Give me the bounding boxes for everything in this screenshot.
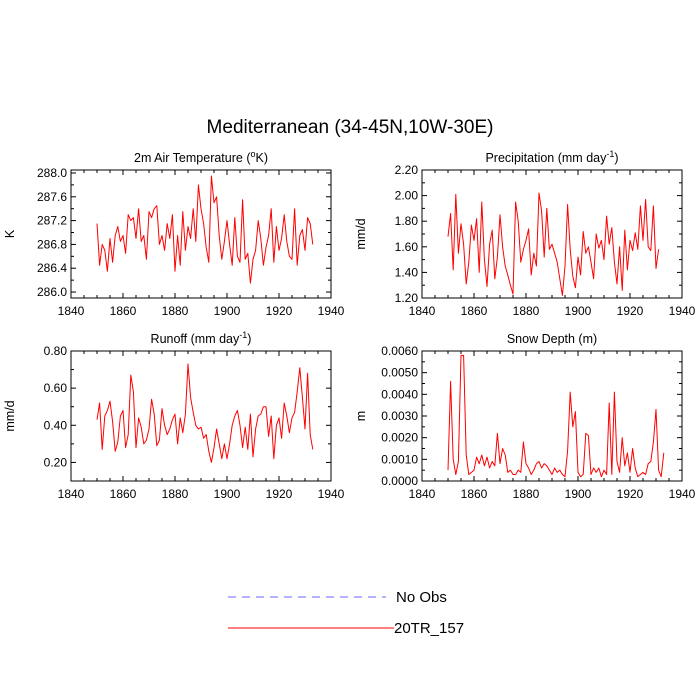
- y-tick-label: 286.4: [37, 261, 67, 275]
- x-tick-label: 1940: [669, 304, 696, 318]
- y-tick-label: 2.00: [395, 189, 419, 203]
- plot-frame: [70, 350, 332, 482]
- series-line-precipitation: [447, 192, 660, 296]
- x-tick-label: 1920: [617, 304, 644, 318]
- panel-runoff: 1840 1860 1880 1900 1920 1940 0.20 0.40 0.60 0.80…: [3, 330, 345, 501]
- y-axis-label: mm/d: [354, 218, 368, 249]
- y-tick-label: 1.40: [395, 265, 419, 279]
- panels: 1840 1860 1880 1900 1920 1940 286.0 286.4 286.8 2…: [3, 149, 696, 501]
- x-tick-label: 1900: [214, 487, 241, 501]
- x-tick-label: 1880: [513, 304, 540, 318]
- y-tick-label: 0.0040: [381, 387, 418, 401]
- y-tick-label: 2.20: [395, 163, 419, 177]
- panel-snow-depth: 1840 1860 1880 1900 1920 1940 0.0000 0.0010 0.00…: [354, 332, 696, 501]
- panel-title: Snow Depth (m): [507, 332, 597, 346]
- plot-frame: [70, 169, 332, 299]
- y-tick-label: 0.0020: [381, 431, 418, 445]
- y-tick-label: 1.60: [395, 240, 419, 254]
- y-tick-label: 286.0: [37, 285, 67, 299]
- x-tick-label: 1860: [110, 487, 137, 501]
- y-tick-label: 0.40: [44, 418, 68, 432]
- y-tick-label: 1.80: [395, 214, 419, 228]
- x-tick-label: 1920: [617, 487, 644, 501]
- x-tick-label: 1900: [565, 304, 592, 318]
- y-tick-label: 1.20: [395, 291, 419, 305]
- y-tick-label: 0.60: [44, 381, 68, 395]
- y-tick-label: 0.80: [44, 344, 68, 358]
- legend-model-label: 20TR_157: [394, 620, 464, 637]
- panel-title: Runoff (mm day-1): [151, 330, 252, 346]
- y-tick-label: 286.8: [37, 237, 67, 251]
- legend-no-obs-label: No Obs: [396, 589, 447, 606]
- x-tick-label: 1880: [513, 487, 540, 501]
- series-line-temperature: [96, 175, 314, 284]
- series-line-runoff: [96, 363, 314, 463]
- y-tick-label: 0.0030: [381, 409, 418, 423]
- panel-title: Precipitation (mm day-1): [485, 149, 618, 165]
- y-tick-label: 0.0000: [381, 474, 418, 488]
- x-tick-label: 1840: [409, 487, 436, 501]
- x-tick-label: 1840: [58, 304, 85, 318]
- y-tick-label: 0.0060: [381, 344, 418, 358]
- panel-temperature: 1840 1860 1880 1900 1920 1940 286.0 286.4 286.8 2…: [3, 149, 345, 318]
- figure-title: Mediterranean (34-45N,10W-30E): [207, 117, 494, 138]
- x-tick-label: 1940: [318, 304, 345, 318]
- y-tick-label: 0.0050: [381, 366, 418, 380]
- y-tick-label: 288.0: [37, 166, 67, 180]
- x-tick-label: 1880: [162, 304, 189, 318]
- x-tick-label: 1900: [214, 304, 241, 318]
- x-tick-label: 1840: [409, 304, 436, 318]
- x-tick-label: 1860: [110, 304, 137, 318]
- y-tick-label: 287.6: [37, 190, 67, 204]
- panel-title: 2m Air Temperature (oK): [134, 149, 268, 165]
- y-tick-label: 287.2: [37, 214, 67, 228]
- y-tick-label: 0.20: [44, 455, 68, 469]
- x-tick-label: 1920: [266, 304, 293, 318]
- y-axis-label: m: [354, 411, 368, 421]
- legend: No Obs 20TR_157: [228, 589, 464, 637]
- x-tick-label: 1940: [669, 487, 696, 501]
- x-tick-label: 1920: [266, 487, 293, 501]
- x-tick-label: 1880: [162, 487, 189, 501]
- x-tick-label: 1860: [461, 487, 488, 501]
- y-tick-label: 0.0010: [381, 452, 418, 466]
- series-line-snow-depth: [447, 354, 665, 478]
- y-axis-label: K: [3, 229, 17, 238]
- y-axis-label: mm/d: [3, 400, 17, 431]
- x-tick-label: 1860: [461, 304, 488, 318]
- x-tick-label: 1900: [565, 487, 592, 501]
- panel-precipitation: 1840 1860 1880 1900 1920 1940 1.20 1.40 1.60 1.80…: [354, 149, 696, 318]
- x-tick-label: 1840: [58, 487, 85, 501]
- x-tick-label: 1940: [318, 487, 345, 501]
